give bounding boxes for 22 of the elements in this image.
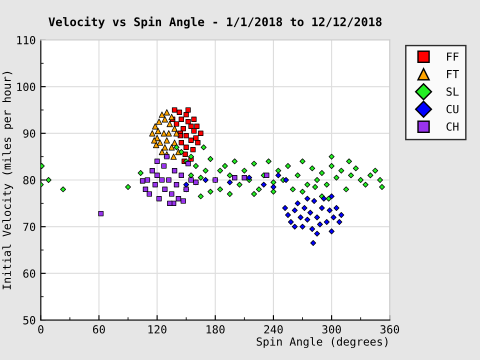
x-tick-label: 60 xyxy=(92,325,105,334)
x-tick-label: 360 xyxy=(380,325,400,334)
y-axis-title: Initial Velocity (miles per hour) xyxy=(2,72,14,290)
chart-title: Velocity vs Spin Angle - 1/1/2018 to 12/12/2018 xyxy=(48,16,382,29)
x-tick-label: 180 xyxy=(206,325,225,334)
x-tick-label: 300 xyxy=(322,325,341,334)
y-tick-label: 50 xyxy=(23,316,36,324)
legend-label: SL xyxy=(446,87,459,96)
y-tick-label: 90 xyxy=(23,129,36,138)
y-tick-label: 110 xyxy=(17,36,36,44)
x-tick-label: 240 xyxy=(264,325,283,334)
x-tick-label: 120 xyxy=(148,325,166,334)
y-tick-label: 80 xyxy=(23,176,36,184)
legend-label: FT xyxy=(447,70,459,78)
legend-label: FF xyxy=(447,52,459,61)
legend-label: CH xyxy=(446,122,458,131)
y-tick-label: 100 xyxy=(17,82,36,92)
x-tick-label: 0 xyxy=(38,325,44,334)
y-tick-label: 70 xyxy=(23,222,36,232)
y-tick-label: 60 xyxy=(23,269,36,278)
x-axis-title: Spin Angle (degrees) xyxy=(256,337,388,348)
legend-label: CU xyxy=(446,104,458,114)
